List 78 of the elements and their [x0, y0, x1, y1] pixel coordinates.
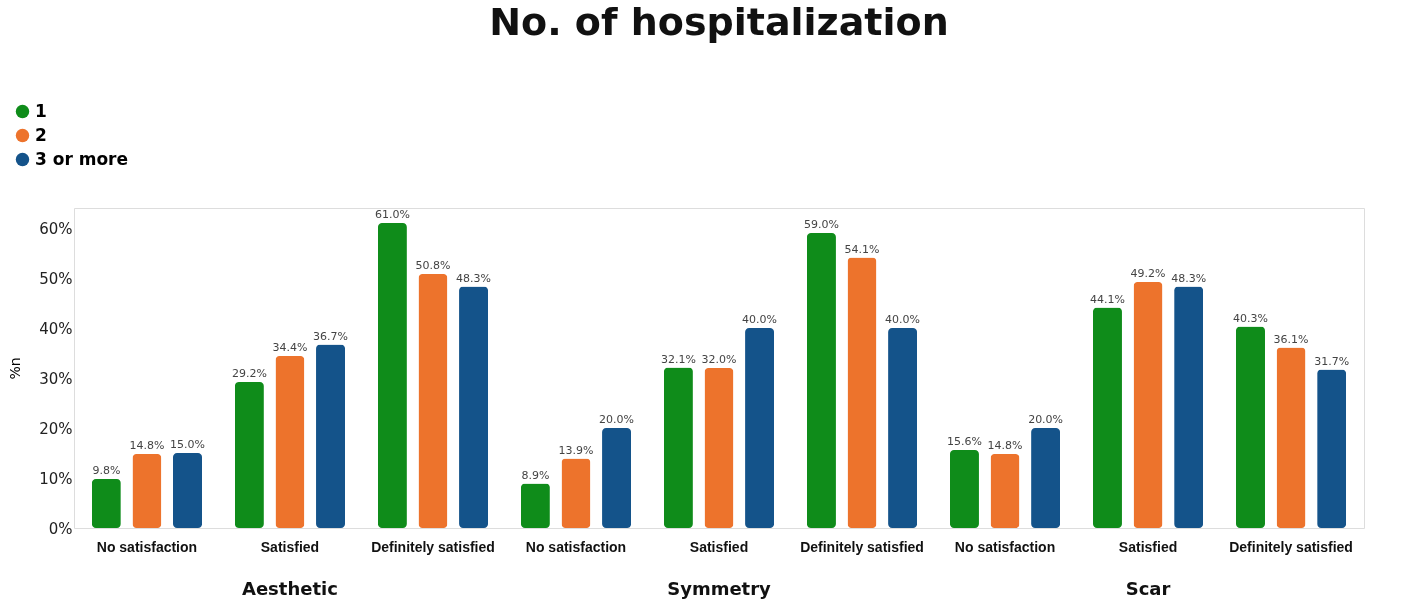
bar: [1133, 282, 1163, 528]
bar: [602, 428, 632, 528]
x-tick-label: Satisfied: [260, 538, 320, 555]
bar: [234, 382, 264, 528]
data-label: 13.9%: [558, 443, 594, 457]
bar: [561, 458, 591, 528]
bar: [1317, 369, 1347, 528]
y-tick-label: 40%: [39, 319, 73, 338]
bar: [520, 483, 550, 528]
bar: [1031, 428, 1061, 528]
legend-label: 3 or more: [35, 148, 129, 169]
data-label: 49.2%: [1130, 267, 1166, 280]
data-label: 34.4%: [272, 341, 308, 354]
bar: [888, 328, 918, 528]
bar: [91, 479, 121, 528]
text: Aesthetic: [241, 578, 338, 599]
data-label: 44.1%: [1090, 292, 1125, 306]
bar: [1236, 326, 1265, 528]
x-tick-label: No satisfaction: [954, 538, 1056, 555]
data-label: 14.8%: [987, 439, 1023, 452]
text: Scar: [1125, 578, 1171, 599]
data-label: 48.3%: [1171, 271, 1207, 285]
data-label: 29.2%: [231, 367, 267, 380]
data-label: 36.1%: [1273, 332, 1309, 346]
data-label: 14.8%: [129, 439, 165, 452]
legend-label: 1: [35, 100, 47, 121]
x-tick-label: Definitely satisfied: [800, 538, 924, 555]
y-tick-label: 60%: [39, 219, 73, 238]
bar: [990, 454, 1020, 528]
bar: [418, 274, 448, 528]
bar: [949, 450, 979, 528]
data-label: 20.0%: [1028, 413, 1064, 426]
data-label: 50.8%: [415, 259, 451, 272]
x-tick-label: No satisfaction: [96, 538, 198, 555]
x-tick-label: Definitely satisfied: [371, 538, 495, 555]
bar: [847, 257, 877, 528]
bar: [459, 286, 489, 528]
bar: [1276, 347, 1306, 528]
data-label: 20.0%: [599, 413, 635, 426]
data-label: 15.0%: [170, 438, 205, 451]
data-label: 31.7%: [1314, 354, 1350, 368]
data-label: 8.9%: [521, 468, 550, 482]
bar: [173, 453, 202, 528]
data-label: 32.0%: [701, 353, 737, 366]
y-tick-label: 50%: [39, 269, 73, 288]
data-label: 61.0%: [374, 208, 410, 221]
data-label: 59.0%: [803, 218, 839, 231]
y-tick-label: 30%: [39, 369, 73, 388]
x-tick-label: Satisfied: [689, 538, 749, 555]
bar: [377, 223, 407, 528]
bar: [704, 368, 734, 528]
chart-title: No. of hospitalization: [489, 0, 949, 44]
bar: [132, 454, 162, 528]
data-label: 48.3%: [456, 271, 492, 285]
data-label: 40.3%: [1233, 311, 1268, 325]
data-label: 54.1%: [844, 242, 880, 256]
bar: [1174, 286, 1204, 528]
x-tick-label: No satisfaction: [525, 538, 627, 555]
x-tick-label: Satisfied: [1118, 538, 1178, 555]
bar: [275, 356, 305, 528]
bar: [316, 344, 346, 528]
data-label: 36.7%: [313, 329, 348, 343]
data-label: 15.6%: [946, 435, 982, 448]
y-axis-title: %n: [7, 357, 24, 380]
y-tick-label: 20%: [39, 419, 73, 438]
data-label: 9.8%: [92, 464, 121, 477]
data-label: 40.0%: [885, 313, 921, 326]
legend-label: 2: [35, 124, 47, 145]
y-tick-label: 10%: [39, 469, 73, 488]
bar: [1092, 307, 1122, 528]
y-tick-label: 0%: [48, 519, 73, 538]
x-tick-label: Definitely satisfied: [1229, 538, 1353, 555]
data-label: 40.0%: [742, 313, 778, 326]
bar: [806, 233, 836, 528]
bar: [745, 328, 775, 528]
text: Symmetry: [667, 578, 772, 599]
bar: [663, 367, 693, 528]
data-label: 32.1%: [660, 352, 696, 366]
